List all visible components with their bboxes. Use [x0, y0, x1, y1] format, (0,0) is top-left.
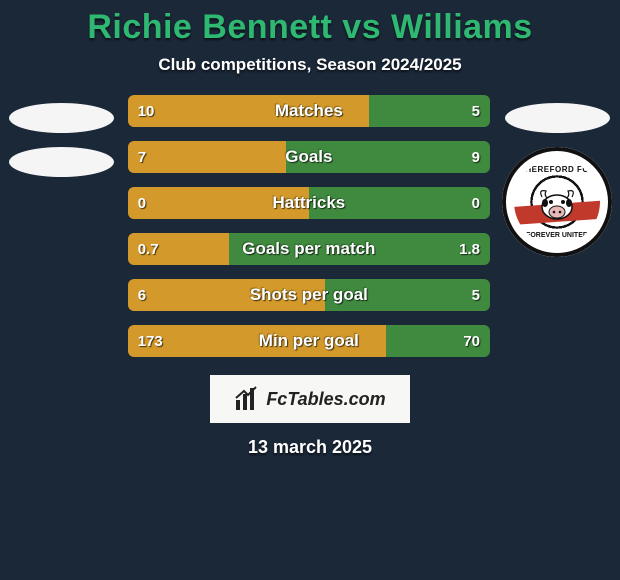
stat-row: 17370Min per goal: [128, 325, 490, 357]
bull-icon: [534, 185, 580, 221]
player-photo-placeholder: [9, 103, 114, 133]
crest-top-text: HEREFORD FC: [514, 165, 600, 174]
stat-row: 0.71.8Goals per match: [128, 233, 490, 265]
stat-label: Shots per goal: [128, 279, 490, 311]
footer-text: FcTables.com: [266, 389, 385, 410]
stat-row: 79Goals: [128, 141, 490, 173]
page-title: Richie Bennett vs Williams: [0, 8, 620, 47]
stat-row: 00Hattricks: [128, 187, 490, 219]
infographic-date: 13 march 2025: [0, 437, 620, 458]
stat-label: Min per goal: [128, 325, 490, 357]
player-photo-placeholder: [505, 103, 610, 133]
chart-icon: [234, 386, 260, 412]
main-row: 105Matches 79Goals 00Hattricks 0.71.8Goals …: [0, 95, 620, 357]
stat-row: 65Shots per goal: [128, 279, 490, 311]
comparison-infographic: Richie Bennett vs Williams Club competit…: [0, 0, 620, 458]
crest-inner: HEREFORD FC FOREVER UNITED: [514, 159, 600, 245]
club-crest-placeholder: [9, 147, 114, 177]
stat-label: Matches: [128, 95, 490, 127]
comparison-bars: 105Matches 79Goals 00Hattricks 0.71.8Goals …: [128, 95, 490, 357]
stat-label: Goals: [128, 141, 490, 173]
stat-row: 105Matches: [128, 95, 490, 127]
crest-bottom-text: FOREVER UNITED: [514, 232, 600, 239]
stat-label: Hattricks: [128, 187, 490, 219]
club-crest-hereford: HEREFORD FC FOREVER UNITED: [502, 147, 612, 257]
stat-label: Goals per match: [128, 233, 490, 265]
fctables-logo: FcTables.com: [210, 375, 410, 423]
right-player-col: HEREFORD FC FOREVER UNITED: [502, 95, 612, 257]
page-subtitle: Club competitions, Season 2024/2025: [0, 55, 620, 75]
left-player-col: [8, 95, 116, 177]
